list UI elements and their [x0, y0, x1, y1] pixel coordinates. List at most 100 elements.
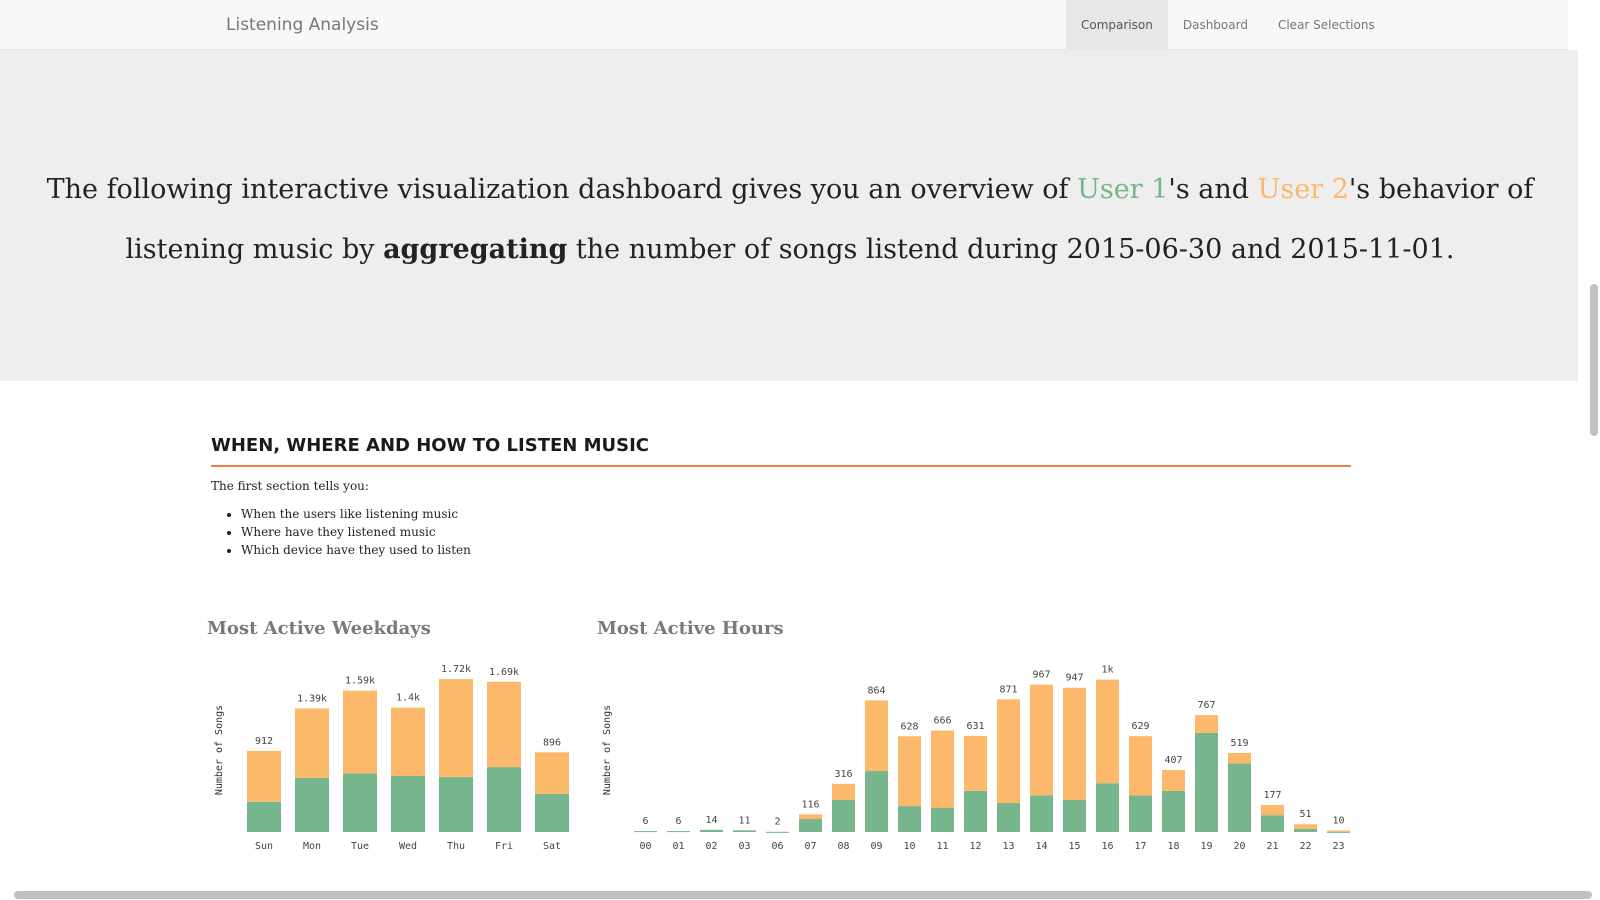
bar-user2 — [1228, 752, 1251, 764]
x-tick-label: 13 — [1002, 841, 1014, 852]
x-tick-label: 06 — [771, 841, 783, 852]
data-label: 912 — [255, 736, 273, 747]
data-label: 967 — [1032, 670, 1050, 681]
section-divider — [211, 465, 1351, 467]
x-tick-label: 18 — [1167, 841, 1179, 852]
bar-user2 — [898, 736, 921, 807]
bar-user1 — [391, 776, 425, 832]
bar-user1 — [1327, 831, 1350, 833]
nav-dashboard[interactable]: Dashboard — [1182, 18, 1248, 32]
bar-user2 — [391, 707, 425, 776]
bar-user1 — [799, 819, 822, 832]
y-axis-label: Number of Songs — [214, 705, 225, 795]
x-tick-label: Mon — [303, 841, 321, 852]
nav-menu: Comparison Dashboard Clear Selections — [1066, 0, 1390, 49]
data-label: 11 — [738, 815, 750, 826]
x-tick-label: 20 — [1233, 841, 1245, 852]
data-label: 407 — [1164, 755, 1182, 766]
bar-user2 — [1162, 769, 1185, 791]
intro-text: The following interactive visualization … — [20, 160, 1560, 280]
intro-text-bold: aggregating — [383, 234, 568, 265]
bar-user1 — [535, 793, 569, 832]
section-title: WHEN, WHERE AND HOW TO LISTEN MUSIC — [211, 435, 649, 456]
bar-user1 — [1030, 795, 1053, 832]
x-tick-label: 19 — [1200, 841, 1212, 852]
data-label: 116 — [801, 799, 819, 810]
data-label: 2 — [774, 817, 780, 828]
x-tick-label: 15 — [1068, 841, 1080, 852]
list-item: Which device have they used to listen — [241, 541, 471, 559]
vertical-scrollbar-thumb[interactable] — [1590, 284, 1598, 436]
bar-user1 — [1162, 790, 1185, 832]
bar-user1 — [343, 773, 377, 832]
user1-label: User 1 — [1077, 174, 1169, 205]
data-label: 947 — [1065, 673, 1083, 684]
bar-user1 — [733, 830, 756, 832]
x-tick-label: 10 — [903, 841, 915, 852]
bar-user1 — [1294, 828, 1317, 832]
data-label: 1.59k — [345, 676, 375, 687]
bar-user2 — [931, 730, 954, 808]
intro-text-part2: 's and — [1168, 174, 1258, 205]
horizontal-scrollbar[interactable] — [14, 891, 1592, 899]
section-intro: The first section tells you: — [211, 479, 369, 493]
nav-clear-selections[interactable]: Clear Selections — [1277, 18, 1375, 32]
x-tick-label: Sat — [543, 841, 561, 852]
bar-user2 — [439, 679, 473, 777]
section-bullets: When the users like listening music Wher… — [211, 505, 471, 559]
bar-user1 — [439, 776, 473, 832]
x-tick-label: 02 — [705, 841, 717, 852]
y-axis-label: Number of Songs — [602, 705, 613, 795]
bar-user1 — [898, 806, 921, 832]
x-tick-label: 14 — [1035, 841, 1047, 852]
bar-user2 — [997, 699, 1020, 804]
bar-user2 — [964, 735, 987, 791]
nav-comparison[interactable]: Comparison — [1066, 0, 1168, 49]
x-tick-label: 17 — [1134, 841, 1146, 852]
bar-user2 — [1096, 679, 1119, 784]
x-tick-label: Tue — [351, 841, 369, 852]
brand[interactable]: Listening Analysis — [226, 15, 379, 35]
data-label: 1.39k — [297, 693, 327, 704]
x-tick-label: 01 — [672, 841, 684, 852]
x-tick-label: Sun — [255, 841, 273, 852]
bar-user2 — [535, 752, 569, 794]
data-label: 6 — [675, 816, 681, 827]
user2-label: User 2 — [1257, 174, 1349, 205]
x-tick-label: 00 — [639, 841, 651, 852]
bar-user1 — [634, 831, 657, 833]
data-label: 767 — [1197, 700, 1215, 711]
data-label: 14 — [705, 815, 717, 826]
weekdays-chart: Number of Songs 912 Sun 1.39k Mon 1.59k Tue 1.4… — [214, 664, 569, 852]
intro-text-part4: the number of songs listend during 2015-… — [567, 234, 1455, 265]
intro-text-part1: The following interactive visualization … — [46, 174, 1078, 205]
vertical-scrollbar-track — [1584, 50, 1600, 900]
bar-user1 — [832, 800, 855, 832]
bar-user2 — [487, 681, 521, 768]
data-label: 51 — [1299, 809, 1311, 820]
hours-chart-title: Most Active Hours — [597, 618, 784, 639]
x-tick-label: 03 — [738, 841, 750, 852]
bar-user1 — [997, 803, 1020, 832]
data-label: 896 — [543, 737, 561, 748]
x-tick-label: 16 — [1101, 841, 1113, 852]
x-tick-label: 07 — [804, 841, 816, 852]
data-label: 10 — [1332, 815, 1344, 826]
data-label: 177 — [1263, 790, 1281, 801]
x-tick-label: 23 — [1332, 841, 1344, 852]
data-label: 629 — [1131, 721, 1149, 732]
x-tick-label: 22 — [1299, 841, 1311, 852]
x-tick-label: 08 — [837, 841, 849, 852]
bar-user1 — [1096, 783, 1119, 832]
navbar: Listening Analysis Comparison Dashboard … — [0, 0, 1568, 50]
bar-user2 — [1327, 830, 1350, 832]
bar-user1 — [1195, 732, 1218, 832]
data-label: 871 — [999, 684, 1017, 695]
bar-user1 — [865, 771, 888, 832]
bar-user1 — [247, 801, 281, 832]
bar-user2 — [1261, 805, 1284, 816]
data-label: 666 — [933, 716, 951, 727]
bar-user1 — [700, 829, 723, 832]
x-tick-label: 11 — [936, 841, 948, 852]
data-label: 631 — [966, 721, 984, 732]
